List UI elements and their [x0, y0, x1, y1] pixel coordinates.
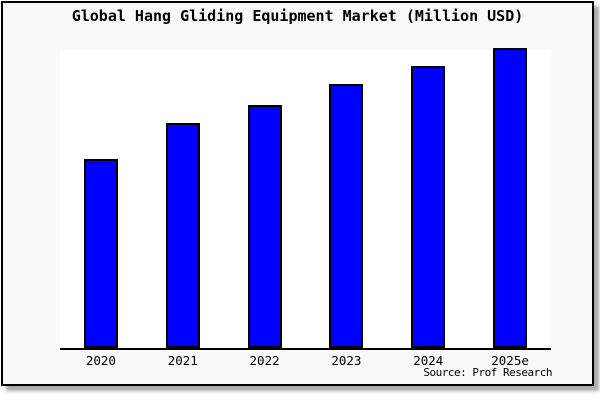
chart-title: Global Hang Gliding Equipment Market (Mi… [71, 7, 524, 25]
x-axis-label: 2020 [85, 353, 116, 368]
source-credit: Source: Prof Research [423, 366, 552, 379]
plot-area [60, 48, 551, 350]
bar-2023 [329, 84, 363, 348]
x-axis-label: 2024 [413, 353, 444, 368]
bar-2020 [84, 159, 118, 348]
bar-2025e [493, 48, 527, 348]
x-axis-label: 2025e [491, 353, 529, 368]
x-axis-label: 2021 [167, 353, 198, 368]
bar-2024 [411, 66, 445, 348]
bar-2021 [166, 123, 200, 348]
chart-frame: Global Hang Gliding Equipment Market (Mi… [1, 1, 594, 386]
bar-2022 [248, 105, 282, 348]
x-axis-labels: 2020 2021 2022 2023 2024 2025e [60, 353, 551, 369]
x-axis-label: 2022 [249, 353, 280, 368]
x-axis-label: 2023 [331, 353, 362, 368]
